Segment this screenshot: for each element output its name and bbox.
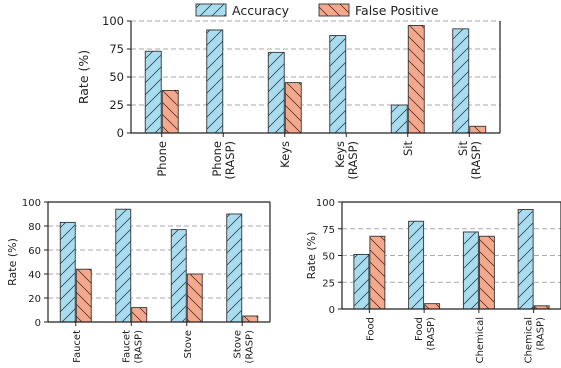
bar-hatch (353, 253, 370, 310)
bar-hatch (186, 273, 203, 323)
bar-hatch (390, 104, 408, 134)
y-tick-label: 80 (28, 222, 41, 233)
y-tick-label: 25 (322, 278, 335, 289)
bar-hatch (131, 307, 148, 323)
y-tick-label: 75 (109, 42, 124, 56)
x-tick-label: Chemical(RASP) (524, 317, 547, 363)
legend-label: Accuracy (232, 3, 290, 18)
x-tick-label: Stove (183, 330, 194, 358)
x-tick-label: Keys(RASP) (333, 141, 360, 180)
x-tick-label: Faucet(RASP) (121, 330, 144, 364)
bar-hatch (469, 125, 487, 134)
y-tick-label: 25 (109, 98, 124, 112)
bar-hatch (75, 268, 92, 323)
y-tick-label: 100 (22, 198, 41, 209)
bar-hatch (242, 315, 259, 323)
bar-hatch (452, 28, 470, 134)
legend-swatch-hatch (195, 3, 227, 17)
y-tick-label: 0 (35, 318, 41, 329)
y-tick-label: 100 (316, 198, 335, 209)
y-tick-label: 50 (109, 70, 124, 84)
bar-hatch (329, 35, 347, 134)
legend-label: False Positive (355, 3, 439, 18)
bar-hatch (284, 82, 302, 134)
x-tick-label: Phone (155, 141, 169, 177)
bar-hatch (115, 208, 132, 323)
bar-hatch (369, 235, 386, 310)
y-tick-label: 0 (329, 305, 335, 316)
x-tick-label: Food(RASP) (414, 317, 437, 351)
y-axis-label: Rate (%) (6, 238, 19, 286)
y-tick-label: 50 (322, 252, 335, 263)
chart-main: 0 25 50 75 100 Phone Phone(RASP) Keys Keys(RASP)… (76, 14, 501, 180)
bar-hatch (267, 51, 285, 134)
bar-hatch (517, 209, 534, 310)
y-tick-label: 20 (28, 294, 41, 305)
bar-hatch (407, 25, 425, 134)
bar-hatch (408, 220, 425, 310)
x-tick-label: Phone(RASP) (210, 141, 237, 180)
legend: Accuracy False Positive (195, 3, 439, 18)
y-tick-label: 0 (117, 126, 124, 140)
bar-hatch (206, 29, 224, 134)
bar-hatch (161, 89, 179, 134)
bar-hatch (59, 221, 76, 323)
bar-hatch (170, 229, 187, 323)
x-tick-label: Keys (278, 141, 292, 168)
x-tick-label: Faucet (72, 330, 83, 363)
x-tick-label: Chemical (475, 317, 486, 363)
x-tick-label: Food (365, 317, 376, 341)
bar-hatch (424, 303, 441, 310)
x-tick-label: Stove(RASP) (232, 330, 255, 364)
y-tick-label: 100 (102, 14, 124, 28)
x-tick-label: Sit (401, 141, 415, 156)
bar-hatch (144, 50, 162, 134)
x-tick-label: Sit(RASP) (456, 141, 483, 180)
y-tick-label: 75 (322, 225, 335, 236)
legend-swatch-hatch (318, 3, 350, 17)
bar-hatch (226, 213, 243, 323)
bar-hatch (462, 231, 479, 310)
y-tick-label: 60 (28, 246, 41, 257)
bar-hatch (478, 235, 495, 310)
y-tick-label: 40 (28, 270, 41, 281)
y-axis-label: Rate (%) (76, 50, 91, 104)
chart-food-chemical: 0 25 50 75 100 Food Food(RASP) Chemical Chemical… (305, 198, 561, 363)
chart-faucet-stove: 0 20 40 60 80 100 Faucet Faucet(RASP) Stove Stove… (6, 198, 271, 364)
y-axis-label: Rate (%) (305, 232, 318, 280)
